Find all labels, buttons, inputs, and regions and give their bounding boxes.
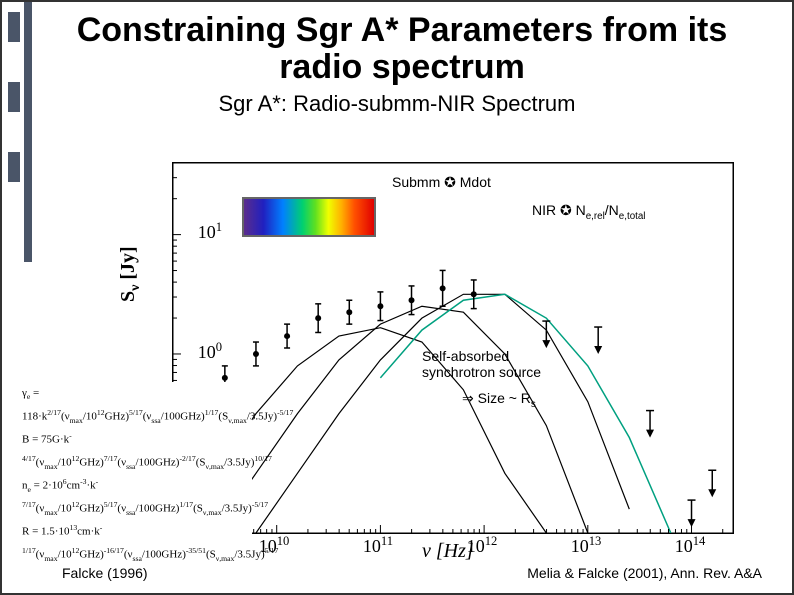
y-tick: 101 xyxy=(172,220,222,243)
y-axis-label: Sν [Jy] xyxy=(117,246,144,302)
annotation-nir: NIR ✪ Ne,rel/Ne,total xyxy=(532,202,646,222)
footer-right: Melia & Falcke (2001), Ann. Rev. A&A xyxy=(527,565,762,581)
x-tick: 1011 xyxy=(358,534,398,557)
x-axis-label: ν [Hz] xyxy=(422,540,474,563)
slide: Constraining Sgr A* Parameters from its … xyxy=(0,0,794,595)
x-tick: 1014 xyxy=(670,534,710,557)
accent-bars xyxy=(2,2,38,262)
annotation-submm: Submm ✪ Mdot xyxy=(392,174,491,191)
formula-line: ne = 2·106cm-3·k-7/17(νmax/1012GHz)5/17(… xyxy=(22,474,252,521)
footer-left: Falcke (1996) xyxy=(62,565,148,581)
spectrum-icon xyxy=(242,197,376,237)
formula-line: B = 75G·k-4/17(νmax/1012GHz)7/17(νssa/10… xyxy=(22,428,252,474)
x-tick: 1013 xyxy=(566,534,606,557)
annotation-size: ⇒ Size ~ Rs xyxy=(462,390,536,410)
page-title: Constraining Sgr A* Parameters from its … xyxy=(42,12,762,87)
page-subtitle: Sgr A*: Radio-submm-NIR Spectrum xyxy=(2,91,792,117)
annotation-self-absorbed: Self-absorbed synchrotron source xyxy=(422,348,572,380)
formula-block: γe = 118·k2/17(νmax/1012GHz)5/17(νssa/10… xyxy=(22,382,252,566)
formula-line: γe = 118·k2/17(νmax/1012GHz)5/17(νssa/10… xyxy=(22,382,252,428)
formula-line: R = 1.5·1013cm·k-1/17(νmax/1012GHz)-16/1… xyxy=(22,520,252,566)
y-tick: 100 xyxy=(172,340,222,363)
